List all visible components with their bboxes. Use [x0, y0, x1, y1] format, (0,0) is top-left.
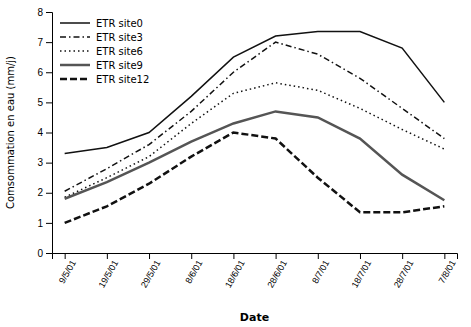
- series-line: [65, 83, 445, 197]
- x-axis-title: Date: [240, 311, 269, 324]
- x-tick: 18/6/01: [223, 253, 247, 290]
- x-tick-mark: [444, 253, 445, 259]
- y-tick-label: 7: [37, 37, 43, 48]
- y-tick: 6: [37, 67, 52, 78]
- y-tick-mark: [46, 42, 52, 43]
- x-tick-mark: [65, 253, 66, 259]
- x-tick-mark: [276, 253, 277, 259]
- x-tick: 19/5/01: [97, 253, 121, 290]
- legend-swatch: [60, 50, 90, 52]
- x-tick: 9/5/01: [57, 253, 78, 285]
- x-tick-mark: [149, 253, 150, 259]
- x-tick-label: 18/7/01: [350, 259, 374, 290]
- y-tick-label: 4: [37, 127, 43, 138]
- x-tick-label: 8/6/01: [183, 259, 204, 286]
- y-tick-label: 0: [37, 248, 43, 259]
- x-tick: 29/5/01: [139, 253, 163, 290]
- legend-label: ETR site3: [96, 32, 143, 43]
- x-tick-label: 7/8/01: [437, 259, 458, 286]
- y-tick-mark: [46, 12, 52, 13]
- y-tick-mark: [46, 133, 52, 134]
- x-tick: 7/8/01: [437, 253, 458, 285]
- y-tick-mark: [46, 253, 52, 254]
- y-tick: 7: [37, 37, 52, 48]
- legend-label: ETR site0: [96, 18, 143, 29]
- y-axis-title: Comsommation en eau (mm/j): [5, 56, 16, 209]
- legend-swatch: [60, 64, 90, 67]
- legend-label: ETR site6: [96, 46, 143, 57]
- y-axis-line: [46, 13, 53, 254]
- series-line: [65, 111, 445, 200]
- y-tick: 5: [37, 97, 52, 108]
- x-tick: 28/6/01: [265, 253, 289, 290]
- x-tick-label: 9/5/01: [57, 259, 78, 286]
- y-tick-label: 3: [37, 157, 43, 168]
- lines: [65, 32, 445, 223]
- x-tick-mark: [318, 253, 319, 259]
- x-axis: 9/5/01 19/5/01 29/5/01 8/6/01 18/6/01 28/6/01…: [53, 253, 458, 290]
- x-tick-mark: [107, 253, 108, 259]
- x-tick-mark: [191, 253, 192, 259]
- legend: ETR site0 ETR site3 ETR site6 ETR site9 ETR …: [60, 18, 149, 85]
- legend-swatch: [60, 78, 90, 81]
- x-tick-label: 19/5/01: [97, 259, 121, 290]
- x-tick-label: 28/7/01: [392, 259, 416, 290]
- legend-swatch: [60, 22, 90, 24]
- y-tick-label: 2: [37, 187, 43, 198]
- legend-label: ETR site9: [96, 60, 143, 71]
- x-tick-mark: [233, 253, 234, 259]
- x-tick-label: 8/7/01: [310, 259, 331, 286]
- y-tick-label: 1: [37, 218, 43, 229]
- y-tick-label: 5: [37, 97, 43, 108]
- y-tick-mark: [46, 163, 52, 164]
- x-tick: 18/7/01: [350, 253, 374, 290]
- series-line: [65, 133, 445, 223]
- y-axis: 0 1 2 3 4 5 6 7 8: [37, 7, 52, 259]
- x-axis-line: [53, 254, 458, 260]
- x-tick-mark: [402, 253, 403, 259]
- legend-label: ETR site12: [96, 74, 149, 85]
- y-tick: 0: [37, 248, 52, 259]
- y-tick-mark: [46, 193, 52, 194]
- y-tick-label: 8: [37, 7, 43, 18]
- legend-item: ETR site9: [60, 60, 143, 71]
- y-tick: 2: [37, 187, 52, 198]
- x-tick: 28/7/01: [392, 253, 416, 290]
- x-tick-label: 29/5/01: [139, 259, 163, 290]
- y-tick-mark: [46, 72, 52, 73]
- legend-item: ETR site6: [60, 46, 143, 57]
- x-tick-label: 28/6/01: [265, 259, 289, 290]
- legend-item: ETR site0: [60, 18, 143, 29]
- plot: 0 1 2 3 4 5 6 7 8 9/5/01 19/5/01 29/5/01 8/6/01 18/6/…: [37, 7, 457, 290]
- chart-root: 0 1 2 3 4 5 6 7 8 9/5/01 19/5/01 29/5/01 8/6/01 18/6/…: [0, 0, 471, 327]
- x-tick-mark: [360, 253, 361, 259]
- x-tick: 8/7/01: [310, 253, 331, 285]
- legend-item: ETR site12: [60, 74, 149, 85]
- y-tick-mark: [46, 102, 52, 103]
- y-tick-mark: [46, 223, 52, 224]
- y-tick: 3: [37, 157, 52, 168]
- legend-swatch: [60, 36, 90, 38]
- y-tick-label: 6: [37, 67, 43, 78]
- y-tick: 8: [37, 7, 52, 18]
- x-tick-label: 18/6/01: [223, 259, 247, 290]
- legend-item: ETR site3: [60, 32, 143, 43]
- x-tick: 8/6/01: [183, 253, 204, 285]
- y-tick: 4: [37, 127, 52, 138]
- chart-svg: 0 1 2 3 4 5 6 7 8 9/5/01 19/5/01 29/5/01 8/6/01 18/6/…: [0, 0, 471, 327]
- y-tick: 1: [37, 218, 52, 229]
